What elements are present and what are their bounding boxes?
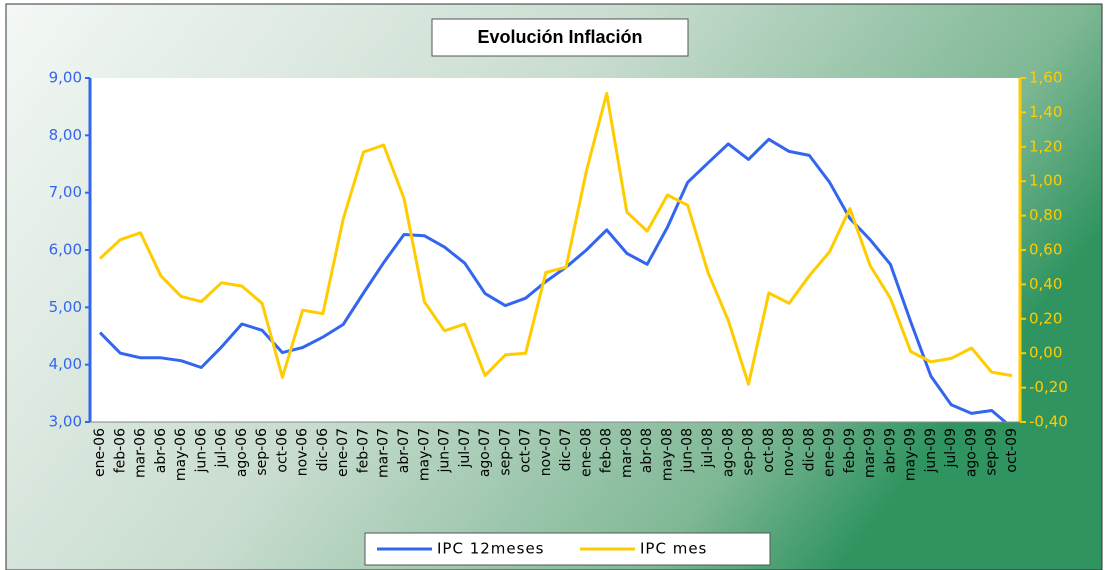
x-tick-label: mar-09: [862, 428, 878, 478]
x-tick-label: feb-07: [355, 428, 371, 473]
legend-label: IPC mes: [640, 540, 707, 558]
x-tick-label: abr-08: [639, 428, 655, 473]
y-tick-label: 6,00: [49, 241, 82, 259]
series-line: [98, 92, 1013, 386]
y2-tick-label: 1,00: [1029, 172, 1062, 190]
x-tick-label: mar-06: [133, 428, 149, 478]
y-tick-label: 5,00: [49, 298, 82, 316]
y2-tick-label: 1,60: [1029, 69, 1062, 87]
legend-box: [364, 532, 771, 566]
x-tick-label: oct-07: [518, 428, 534, 473]
x-tick-label: sep-08: [741, 428, 757, 476]
x-tick-label: sep-07: [497, 428, 513, 476]
x-tick-label: oct-09: [1004, 428, 1020, 473]
title-box: [431, 18, 689, 57]
x-tick-label: jul-09: [943, 428, 959, 469]
x-tick-label: feb-06: [112, 428, 128, 473]
y2-tick-label: 0,00: [1029, 344, 1062, 362]
y-tick-label: 7,00: [49, 183, 82, 201]
x-tick-label: ene-09: [822, 428, 838, 477]
x-tick-label: ago-08: [720, 428, 736, 477]
y2-tick-label: 0,20: [1029, 309, 1062, 327]
x-tick-label: ene-08: [578, 428, 594, 477]
x-tick-label: abr-09: [882, 428, 898, 473]
y-tick-label: 8,00: [49, 126, 82, 144]
x-tick-label: nov-06: [295, 428, 311, 476]
x-tick-label: dic-07: [558, 428, 574, 471]
x-tick-label: sep-09: [984, 428, 1000, 476]
legend-label: IPC 12meses: [437, 540, 545, 558]
x-tick-label: mar-08: [619, 428, 635, 478]
x-tick-label: jun-08: [680, 428, 696, 474]
y2-tick-label: 1,20: [1029, 137, 1062, 155]
x-tick-label: ago-07: [477, 428, 493, 477]
x-tick-label: abr-07: [396, 428, 412, 473]
x-tick-label: jun-07: [437, 428, 453, 474]
x-tick-label: may-08: [659, 428, 675, 481]
x-tick-label: ene-06: [92, 428, 108, 477]
plot: [98, 92, 1013, 422]
x-tick-label: feb-08: [599, 428, 615, 473]
x-tick-label: sep-06: [254, 428, 270, 476]
series-line: [98, 137, 1008, 422]
x-tick-label: mar-07: [376, 428, 392, 478]
y-tick-label: 4,00: [49, 355, 82, 373]
x-tick-label: may-07: [416, 428, 432, 481]
y2-tick-label: 0,60: [1029, 241, 1062, 259]
y2-tick-label: -0,40: [1029, 413, 1068, 431]
x-tick-label: jun-09: [923, 428, 939, 474]
x-tick-label: jul-06: [214, 428, 230, 469]
x-tick-label: abr-06: [153, 428, 169, 473]
x-tick-label: feb-09: [842, 428, 858, 473]
x-tick-label: ago-06: [234, 428, 250, 477]
y2-tick-label: -0,20: [1029, 378, 1068, 396]
y2-tick-label: 0,40: [1029, 275, 1062, 293]
y-tick-label: 3,00: [49, 413, 82, 431]
x-tick-label: dic-06: [315, 428, 331, 471]
y2-tick-label: 1,40: [1029, 103, 1062, 121]
chart-title: Evolución Inflación: [477, 27, 642, 47]
x-tick-label: oct-06: [274, 428, 290, 473]
x-tick-label: nov-08: [781, 428, 797, 476]
x-tick-label: jun-06: [193, 428, 209, 474]
x-tick-label: oct-08: [761, 428, 777, 473]
x-tick-label: ago-09: [963, 428, 979, 477]
x-tick-label: may-06: [173, 428, 189, 481]
x-tick-label: jul-07: [457, 428, 473, 469]
x-tick-label: jul-08: [700, 428, 716, 469]
x-tick-label: dic-08: [801, 428, 817, 471]
x-tick-label: nov-07: [538, 428, 554, 476]
y2-tick-label: 0,80: [1029, 206, 1062, 224]
x-tick-label: may-09: [903, 428, 919, 481]
x-tick-label: ene-07: [335, 428, 351, 477]
y-tick-label: 9,00: [49, 69, 82, 87]
